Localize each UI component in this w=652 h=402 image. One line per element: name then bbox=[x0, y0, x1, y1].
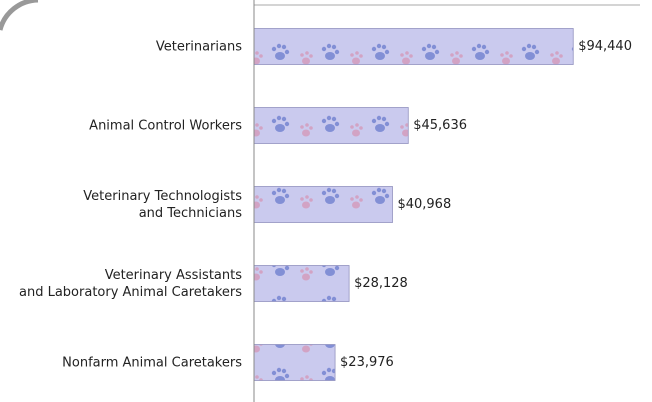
value-label: $40,968 bbox=[397, 197, 451, 212]
value-label: $28,128 bbox=[354, 276, 408, 291]
decoration bbox=[0, 0, 39, 31]
bar bbox=[253, 265, 350, 302]
bar bbox=[253, 344, 336, 381]
value-label: $45,636 bbox=[413, 118, 467, 133]
value-label: $23,976 bbox=[340, 355, 394, 370]
category-label: Veterinary Assistants and Laboratory Ani… bbox=[19, 267, 242, 300]
category-label: Nonfarm Animal Caretakers bbox=[62, 355, 242, 370]
category-label: Veterinary Technologists and Technicians bbox=[83, 188, 242, 221]
value-label: $94,440 bbox=[578, 39, 632, 54]
bar-tint bbox=[254, 28, 574, 65]
bar-tint bbox=[254, 344, 336, 381]
category-label: Animal Control Workers bbox=[89, 118, 242, 133]
bar-tint bbox=[254, 107, 409, 144]
bar-tint bbox=[254, 265, 350, 302]
bar-tint bbox=[254, 186, 393, 223]
bar bbox=[253, 107, 409, 144]
category-label: Veterinarians bbox=[155, 39, 242, 54]
